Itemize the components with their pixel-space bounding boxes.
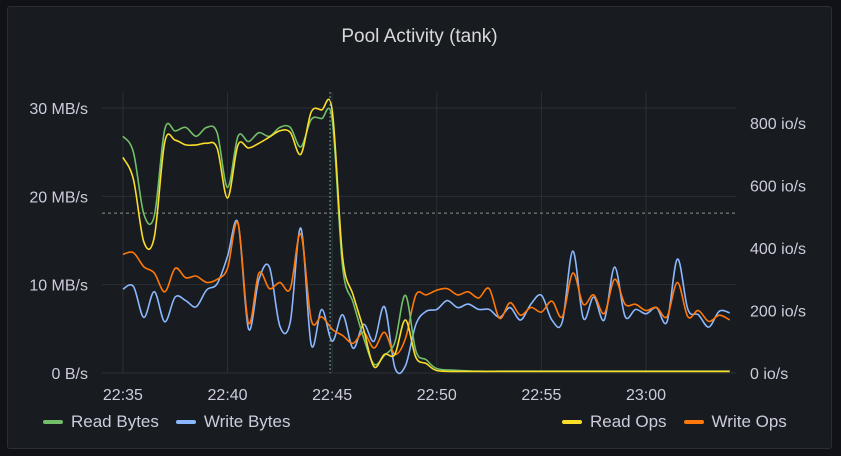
x-tick-label: 22:55: [521, 387, 561, 404]
legend-left: Read Bytes Write Bytes: [43, 412, 307, 432]
legend-item-read-bytes[interactable]: Read Bytes: [43, 412, 159, 432]
x-tick-label: 22:35: [103, 387, 143, 404]
legend-label-read-bytes: Read Bytes: [71, 412, 159, 431]
chart-panel: Pool Activity (tank): [7, 6, 832, 449]
legend-label-read-ops: Read Ops: [590, 412, 667, 431]
legend-label-write-ops: Write Ops: [711, 412, 787, 431]
series-line-read-bytes: [122, 107, 730, 373]
read-ops-swatch: [562, 420, 582, 424]
y-left-tick-label: 30 MB/s: [29, 101, 88, 118]
x-tick-label: 23:00: [626, 387, 666, 404]
panel-title: Pool Activity (tank): [341, 26, 498, 47]
legend-item-read-ops[interactable]: Read Ops: [562, 412, 667, 432]
y-left-tick-label: 0 B/s: [52, 366, 88, 383]
y-right-tick-label: 0 io/s: [750, 366, 788, 383]
write-bytes-swatch: [175, 420, 196, 424]
legend-right: Read Ops Write Ops: [562, 412, 787, 432]
x-tick-label: 22:45: [312, 387, 352, 404]
series-line-read-ops: [122, 98, 730, 373]
legend-item-write-bytes[interactable]: Write Bytes: [175, 412, 291, 432]
y-left-tick-label: 10 MB/s: [29, 278, 88, 295]
y-right-tick-label: 600 io/s: [750, 179, 806, 196]
read-bytes-swatch: [43, 420, 63, 424]
y-left-tick-label: 20 MB/s: [29, 189, 88, 206]
legend-label-write-bytes: Write Bytes: [203, 412, 291, 431]
write-ops-swatch: [683, 420, 704, 424]
y-right-tick-label: 400 io/s: [750, 241, 806, 258]
y-right-tick-label: 200 io/s: [750, 304, 806, 321]
series-line-write-ops: [122, 221, 731, 356]
x-tick-label: 22:40: [208, 387, 248, 404]
x-tick-label: 22:50: [417, 387, 457, 404]
series-line-write-bytes: [122, 219, 730, 375]
y-right-tick-label: 800 io/s: [750, 116, 806, 133]
legend-item-write-ops[interactable]: Write Ops: [683, 412, 787, 432]
